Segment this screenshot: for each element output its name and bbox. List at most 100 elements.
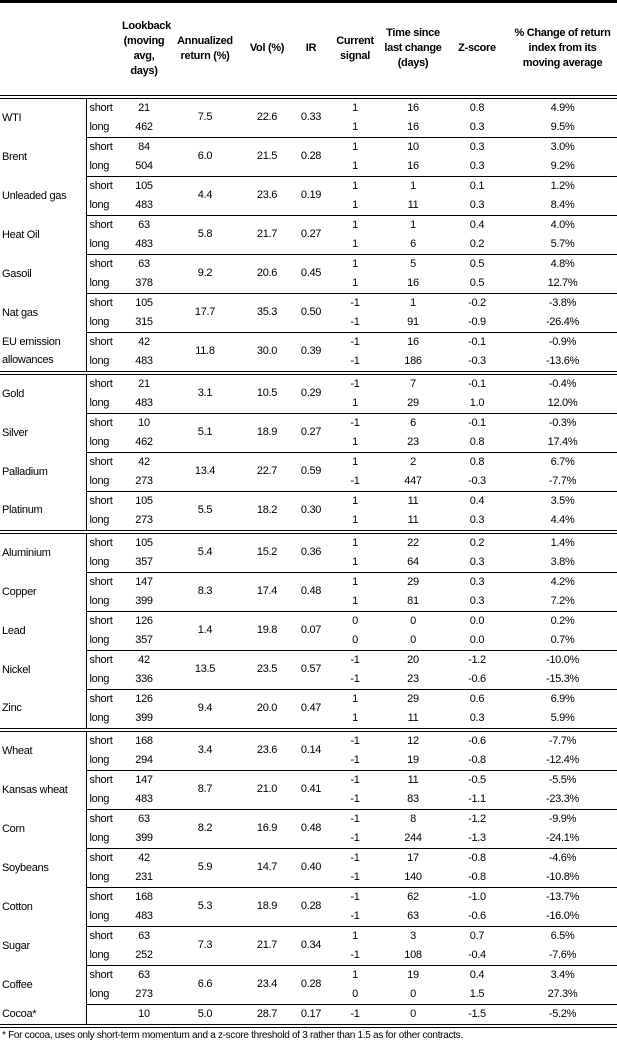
commodity-name: Platinum <box>0 491 87 532</box>
table-row: long 294 -1 19 -0.8 -12.4% <box>0 751 617 771</box>
lookback-cell: 105 <box>120 529 168 553</box>
term-label: short <box>86 253 120 274</box>
z-score-cell: 0.3 <box>446 571 508 592</box>
annualized-return-cell: 9.4 <box>168 688 242 730</box>
vol-cell: 18.9 <box>242 412 292 452</box>
lookback-cell: 63 <box>120 214 168 235</box>
pct-change-cell: 12.7% <box>547 276 578 289</box>
term-label: long <box>89 753 110 766</box>
lookback-cell: 483 <box>135 909 153 922</box>
z-score-cell: -0.1 <box>446 331 508 352</box>
pct-change-cell: -26.4% <box>545 315 580 328</box>
time-since-change-cell: 29 <box>380 688 446 709</box>
vol-cell: 23.4 <box>242 964 292 1004</box>
z-score-cell: 0.2 <box>469 237 485 250</box>
commodity-name: Coffee <box>0 965 87 1004</box>
current-signal-cell: 1 <box>352 555 358 568</box>
z-score-cell: 0.0 <box>446 610 508 631</box>
annualized-return-cell: 3.4 <box>168 727 242 770</box>
current-signal-cell: 1 <box>330 490 380 511</box>
z-score-cell: -0.3 <box>468 474 486 487</box>
commodity-name: Silver <box>0 413 87 452</box>
pct-change-cell: 4.2% <box>508 571 617 592</box>
vol-cell: 17.4 <box>242 571 292 611</box>
ir-cell: 0.33 <box>300 111 322 123</box>
current-signal-cell: 0 <box>352 633 358 646</box>
term-label: long <box>89 792 110 805</box>
time-since-change-cell: 140 <box>404 870 422 883</box>
current-signal-cell: -1 <box>350 870 360 883</box>
annualized-return-cell: 5.1 <box>168 412 242 452</box>
table-row: long 462 1 16 0.3 9.5% <box>0 118 617 138</box>
lookback-cell: 63 <box>120 253 168 274</box>
term-label: short <box>86 451 120 472</box>
commodity-name: Unleaded gas <box>0 176 87 215</box>
time-since-change-cell: 244 <box>404 831 422 844</box>
term-label: long <box>89 120 110 133</box>
lookback-cell: 105 <box>120 175 168 196</box>
pct-change-cell: 5.9% <box>550 711 575 724</box>
lookback-cell: 84 <box>120 136 168 157</box>
lookback-cell: 126 <box>120 688 168 709</box>
lookback-cell: 315 <box>135 315 153 328</box>
pct-change-cell: 27.3% <box>547 987 578 1000</box>
z-score-cell: -0.6 <box>468 909 486 922</box>
current-signal-cell: 1 <box>352 120 358 133</box>
current-signal-cell: -1 <box>350 909 360 922</box>
header-ir: IR <box>292 1 330 99</box>
commodity-name: Lead <box>0 611 87 650</box>
term-label: long <box>89 159 110 172</box>
table-row: Kansas wheat short 147 8.7 21.0 0.41 -1 11 -0.5-… <box>0 769 617 809</box>
annualized-return-cell: 5.3 <box>168 886 242 926</box>
z-score-cell: 0.6 <box>446 688 508 709</box>
lookback-cell: 357 <box>135 555 153 568</box>
vol-cell: 30.0 <box>242 331 292 373</box>
term-label: long <box>89 909 110 922</box>
annualized-return-cell: 5.4 <box>168 529 242 572</box>
lookback-cell: 105 <box>120 490 168 511</box>
term-label: long <box>89 711 110 724</box>
pct-change-cell: -13.6% <box>545 354 580 367</box>
term-label: short <box>86 688 120 709</box>
time-since-change-cell: 17 <box>380 847 446 868</box>
header-current-signal: Current signal <box>330 1 380 99</box>
header-pct-change: % Change of return index from its moving… <box>508 1 617 99</box>
pct-change-cell: -12.4% <box>545 753 580 766</box>
commodity-name: Soybeans <box>0 848 87 887</box>
ir-cell: 0.34 <box>292 925 330 965</box>
pct-change-cell: -15.3% <box>545 672 580 685</box>
annualized-return-cell: 3.1 <box>168 370 242 413</box>
table-row: Cotton short 168 5.3 18.9 0.28 -1 62 -1.0 -13.7% <box>0 886 617 926</box>
current-signal-cell: 1 <box>330 451 380 472</box>
annualized-return-cell: 11.8 <box>168 331 242 373</box>
time-since-change-cell: 63 <box>407 909 419 922</box>
annualized-return-cell: 6.0 <box>168 136 242 176</box>
annualized-return-cell: 8.7 <box>168 769 242 809</box>
z-score-cell: 0.8 <box>469 435 485 448</box>
lookback-cell: 42 <box>120 847 168 868</box>
pct-change-cell: -5.2% <box>508 1003 617 1026</box>
table-row: Unleaded gas short 105 4.4 23.6 0.19 1 1 0.1 1.2% <box>0 175 617 215</box>
time-since-change-cell: 0 <box>410 987 416 1000</box>
z-score-cell: -0.2 <box>446 292 508 313</box>
time-since-change-cell: 1 <box>380 175 446 196</box>
table-row: Soybeans short 42 5.9 14.7 0.40 -1 17 -0.8 -4.6% <box>0 847 617 887</box>
current-signal-cell: -1 <box>350 315 360 328</box>
lookback-cell: 10 <box>120 1003 168 1026</box>
term-label: short <box>86 727 120 751</box>
pct-change-cell: 0.7% <box>550 633 575 646</box>
term-label: short <box>86 847 120 868</box>
pct-change-cell: 6.9% <box>508 688 617 709</box>
lookback-cell: 126 <box>120 610 168 631</box>
current-signal-cell: -1 <box>330 370 380 394</box>
time-since-change-cell: 16 <box>380 331 446 352</box>
z-score-cell: 0.4 <box>446 964 508 985</box>
lookback-cell: 63 <box>120 808 168 829</box>
time-since-change-cell: 23 <box>407 672 419 685</box>
table-row: Lead short 126 1.4 19.8 0.07 0 0 0.0 0.2% <box>0 610 617 650</box>
commodity-name: Gasoil <box>0 254 87 293</box>
vol-cell: 21.5 <box>242 136 292 176</box>
current-signal-cell: 1 <box>352 396 358 409</box>
current-signal-cell: -1 <box>330 1003 380 1026</box>
z-score-cell: -0.8 <box>468 870 486 883</box>
